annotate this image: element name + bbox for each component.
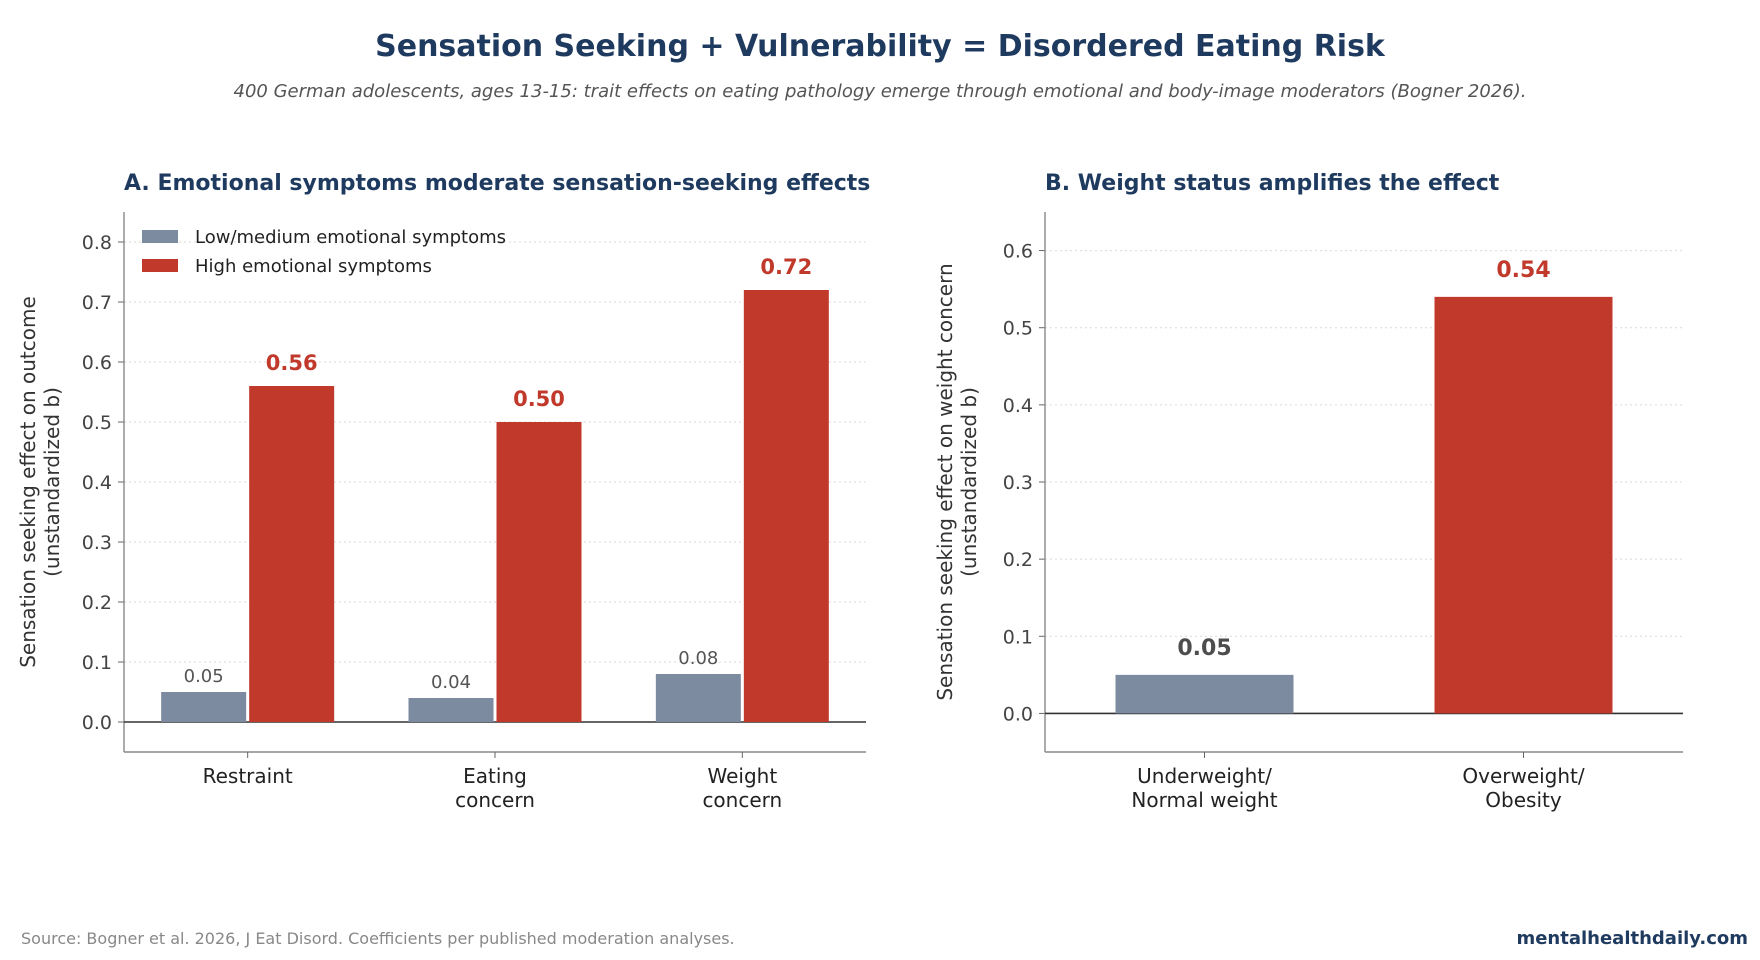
data-label: 0.05: [1177, 636, 1231, 661]
panel-title: B. Weight status amplifies the effect: [1045, 171, 1500, 196]
y-tick-label: 0.3: [82, 532, 112, 554]
y-tick-label: 0.0: [82, 712, 112, 734]
panel-title: A. Emotional symptoms moderate sensation…: [124, 171, 870, 196]
y-tick-label: 0.5: [1003, 318, 1033, 340]
y-tick-label: 0.1: [82, 652, 112, 674]
figure-subtitle: 400 German adolescents, ages 13-15: trai…: [234, 81, 1527, 102]
data-label: 0.04: [431, 672, 471, 693]
x-tick-label: Overweight/Obesity: [1462, 764, 1585, 812]
data-label: 0.50: [513, 387, 565, 411]
y-tick-label: 0.7: [82, 292, 112, 314]
y-tick-label: 0.2: [1003, 549, 1033, 571]
x-tick-label: Eating concern: [455, 764, 535, 812]
legend-label: High emotional symptoms: [195, 256, 432, 277]
data-label: 0.05: [184, 666, 224, 687]
y-tick-label: 0.6: [82, 352, 112, 374]
bar-low-emotional: [408, 698, 494, 722]
y-tick-label: 0.0: [1003, 703, 1033, 725]
y-tick-label: 0.2: [82, 592, 112, 614]
bar-high-emotional: [496, 422, 582, 722]
data-label: 0.54: [1496, 258, 1550, 283]
y-tick-label: 0.1: [1003, 626, 1033, 648]
data-label: 0.72: [760, 255, 812, 279]
x-tick-label: Restraint: [203, 764, 293, 788]
bar-low-emotional: [161, 692, 247, 722]
x-tick-label: Weight concern: [702, 764, 782, 812]
x-tick-label: Underweight/Normal weight: [1131, 764, 1277, 812]
source-note: Source: Bogner et al. 2026, J Eat Disord…: [21, 929, 735, 948]
panel-b-chart: 0.0 0.1 0.2 0.3 0.4 0.5 0.6 B. Weight status am…: [933, 171, 1683, 812]
y-tick-label: 0.6: [1003, 241, 1033, 263]
data-label: 0.08: [678, 648, 718, 669]
data-label: 0.56: [266, 351, 318, 375]
y-tick-label: 0.8: [82, 232, 112, 254]
y-tick-label: 0.4: [82, 472, 112, 494]
legend-swatch: [142, 230, 178, 243]
bar-high-emotional: [249, 386, 335, 722]
figure-title: Sensation Seeking + Vulnerability = Diso…: [375, 29, 1386, 64]
bar-low-emotional: [655, 674, 741, 722]
y-tick-label: 0.5: [82, 412, 112, 434]
brand-label: mentalhealthdaily.com: [1516, 928, 1748, 949]
y-axis-label: Sensation seeking effect on outcome(unst…: [16, 296, 64, 668]
bar-weight-status: [1115, 674, 1294, 714]
legend-swatch: [142, 259, 178, 272]
bar-weight-status: [1434, 296, 1613, 714]
panel-a-chart: 0.0 0.1 0.2 0.3 0.4 0.5 0.6 0.7 0.8 A. Emotional …: [16, 171, 870, 812]
y-tick-label: 0.3: [1003, 472, 1033, 494]
bar-high-emotional: [743, 290, 829, 722]
y-tick-label: 0.4: [1003, 395, 1033, 417]
legend-label: Low/medium emotional symptoms: [195, 227, 506, 248]
y-axis-label: Sensation seeking effect on weight conce…: [933, 263, 981, 700]
